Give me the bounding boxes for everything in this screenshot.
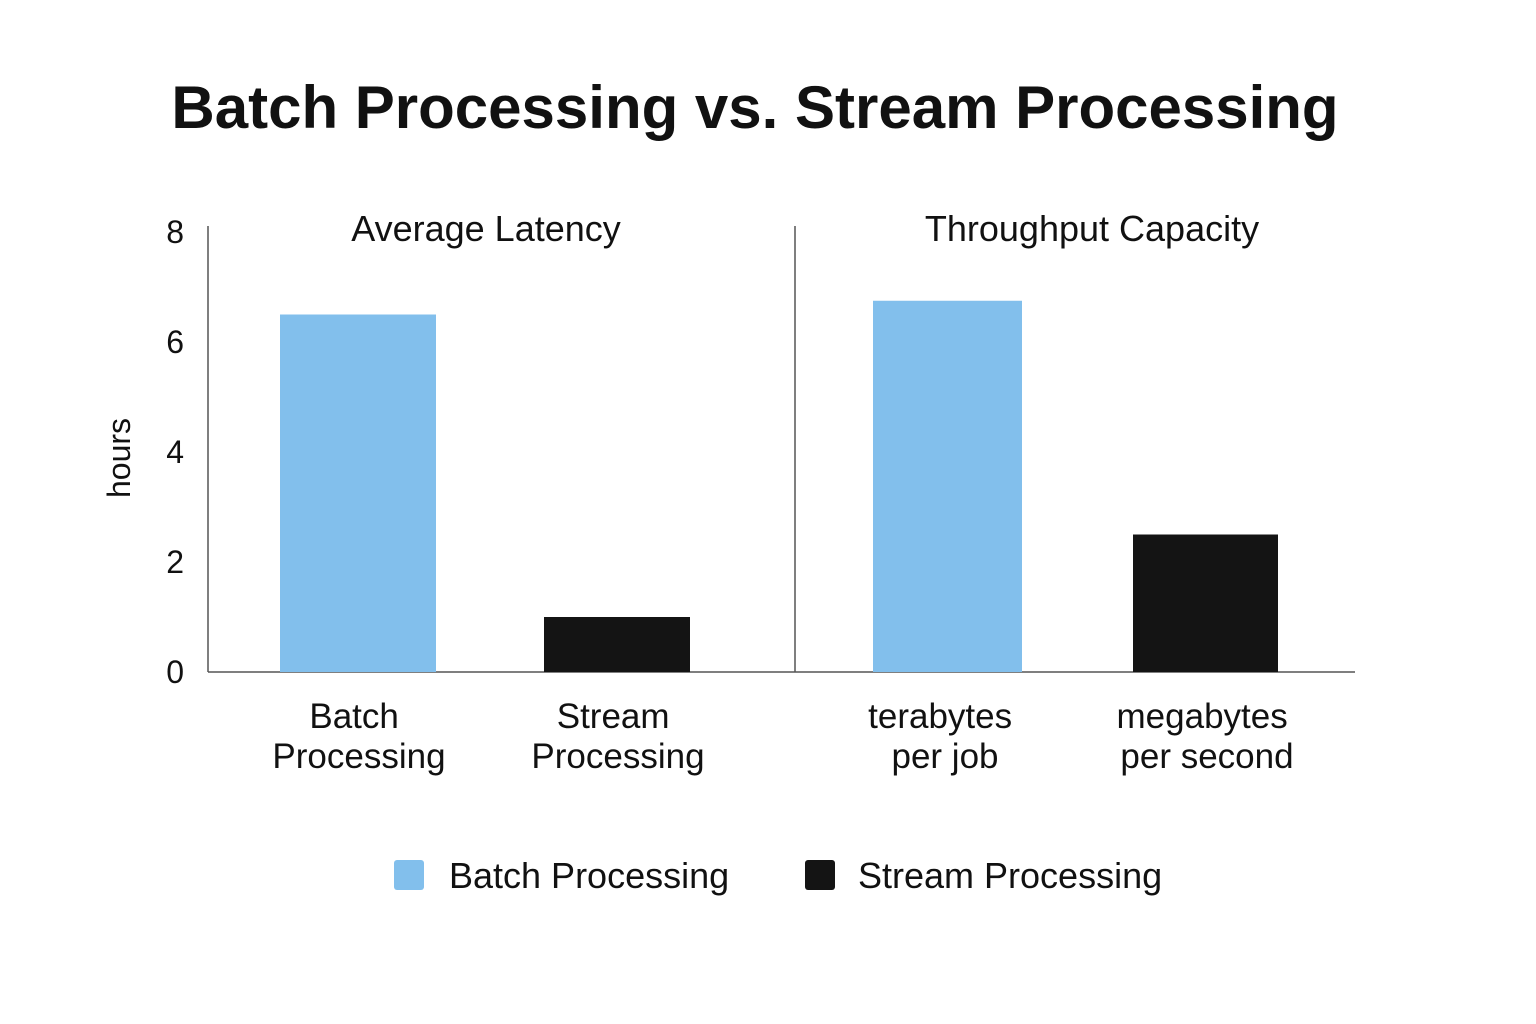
category-label-line: per second	[1120, 737, 1293, 776]
bar-stream-processing	[1133, 534, 1278, 672]
y-tick-label: 0	[166, 654, 184, 690]
y-tick-label: 8	[166, 214, 184, 250]
y-tick-label: 4	[166, 434, 184, 470]
category-label-line: per job	[891, 737, 998, 776]
y-axis-ticks: 0 2 4 6 8	[166, 214, 184, 690]
category-label-line: terabytes	[868, 697, 1012, 736]
legend: Batch Processing Stream Processing	[394, 855, 1162, 896]
y-tick-label: 6	[166, 324, 184, 360]
y-tick-label: 2	[166, 544, 184, 580]
chart-title: Batch Processing vs. Stream Processing	[171, 74, 1338, 141]
y-axis-title: hours	[101, 418, 137, 498]
legend-label-stream-processing: Stream Processing	[858, 855, 1162, 896]
category-label-line: Processing	[272, 737, 445, 776]
category-label-line: Processing	[531, 737, 704, 776]
category-label-line: megabytes	[1117, 697, 1288, 736]
category-labels: Batch Processing Stream Processing terab…	[272, 697, 1298, 776]
legend-label-batch-processing: Batch Processing	[449, 855, 729, 896]
bar-stream-processing	[544, 617, 690, 672]
legend-swatch-batch-processing	[394, 860, 424, 890]
category-label-megabytes-per-second: megabytes per second	[1117, 697, 1298, 776]
category-label-line: Stream	[557, 697, 670, 736]
legend-swatch-stream-processing	[805, 860, 835, 890]
category-label-stream-processing: Stream Processing	[531, 697, 704, 776]
panel-title-throughput: Throughput Capacity	[925, 208, 1259, 249]
category-label-terabytes-per-job: terabytes per job	[868, 697, 1022, 776]
category-label-line: Batch	[309, 697, 399, 736]
category-label-batch-processing: Batch Processing	[272, 697, 445, 776]
bars	[280, 300, 1278, 672]
bar-batch-processing	[280, 314, 436, 672]
panel-title-latency: Average Latency	[351, 208, 621, 249]
bar-batch-processing	[873, 300, 1022, 672]
